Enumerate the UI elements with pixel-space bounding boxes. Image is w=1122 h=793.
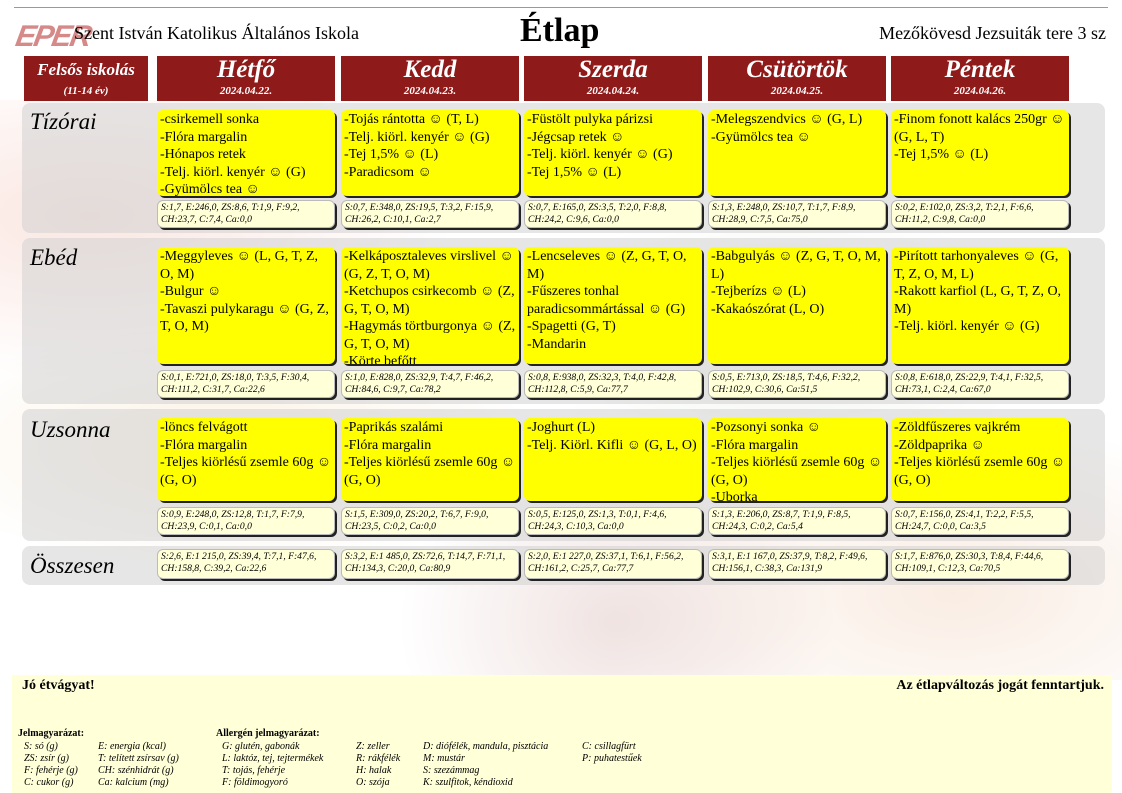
page-title: Étlap — [520, 12, 600, 49]
legend-entry: P: puhatestűek — [582, 753, 642, 764]
menu-uzsonna: -Pozsonyi sonka ☺ -Flóra margalin -Telje… — [708, 418, 886, 501]
menu-tizorai: -Melegszendvics ☺ (G, L) -Gyümölcs tea ☺ — [708, 110, 886, 196]
legend-entry: K: szulfitok, kéndioxid — [423, 777, 513, 788]
menu-uzsonna: -Joghurt (L) -Telj. Kiörl. Kifli ☺ (G, L… — [524, 418, 702, 501]
change-notice: Az étlapváltozás jogát fenntartjuk. — [896, 678, 1104, 693]
menu-ebed: -Pirított tarhonyaleves ☺ (G, T, Z, O, M… — [891, 247, 1069, 364]
legend-entry: D: diófélék, mandula, pisztácia — [423, 741, 549, 752]
legend-entry: S: szezámmag — [423, 765, 480, 776]
nutrition-tizorai: S:1,3, E:248,0, ZS:10,7, T:1,7, F:8,9, C… — [708, 200, 886, 228]
legend-entry: E: energia (kcal) — [98, 741, 166, 752]
nutrition-tizorai: S:0,2, E:102,0, ZS:3,2, T:2,1, F:6,6, CH… — [891, 200, 1069, 228]
day-header: Szerda 2024.04.24. — [524, 56, 702, 101]
nutrition-uzsonna: S:0,5, E:125,0, ZS:1,3, T:0,1, F:4,6, CH… — [524, 507, 702, 535]
row-label-osszesen: Összesen — [30, 553, 115, 578]
group-age: (11-14 év) — [63, 85, 109, 97]
legend-entry: T: telített zsírsav (g) — [98, 753, 179, 764]
nutrition-tizorai: S:0,7, E:165,0, ZS:3,5, T:2,0, F:8,8, CH… — [524, 200, 702, 228]
day-name: Csütörtök — [746, 56, 848, 83]
nutrition-ebed: S:0,5, E:713,0, ZS:18,5, T:4,6, F:32,2, … — [708, 370, 886, 398]
menu-tizorai: -csirkemell sonka -Flóra margalin -Hónap… — [157, 110, 335, 196]
legend-entry: L: laktóz, tej, tejtermékek — [222, 753, 324, 764]
nutrition-ebed: S:0,1, E:721,0, ZS:18,0, T:3,5, F:30,4, … — [157, 370, 335, 398]
day-name: Hétfő — [216, 56, 276, 83]
nutrition-total: S:3,2, E:1 485,0, ZS:72,6, T:14,7, F:71,… — [341, 549, 519, 579]
legend-entry: R: rákfélék — [356, 753, 401, 764]
day-header: Kedd 2024.04.23. — [341, 56, 519, 101]
day-date: 2024.04.26. — [953, 85, 1007, 97]
school-address: Mezőkövesd Jezsuiták tere 3 sz — [879, 23, 1106, 43]
day-date: 2024.04.24. — [586, 85, 640, 97]
row-label-tizorai: Tízórai — [30, 109, 97, 134]
legend-entry: S: só (g) — [24, 741, 58, 752]
menu-ebed: -Meggyleves ☺ (L, G, T, Z, O, M) -Bulgur… — [157, 247, 335, 364]
legend-entry: Z: zeller — [356, 741, 390, 752]
day-date: 2024.04.22. — [219, 85, 273, 97]
legend-entry: F: földimogyoró — [222, 777, 288, 788]
allergen-legend-title: Allergén jelmagyarázat: — [216, 728, 320, 739]
menu-ebed: -Lencseleves ☺ (Z, G, T, O, M) -Fűszeres… — [524, 247, 702, 364]
school-name: Szent István Katolikus Általános Iskola — [74, 23, 359, 43]
menu-tizorai: -Füstölt pulyka párizsi -Jégcsap retek ☺… — [524, 110, 702, 196]
group-header: Felsős iskolás (11-14 év) — [24, 56, 148, 101]
legend-entry: ZS: zsír (g) — [24, 753, 70, 764]
nutrition-tizorai: S:0,7, E:348,0, ZS:19,5, T:3,2, F:15,9, … — [341, 200, 519, 228]
menu-tizorai: -Finom fonott kalács 250gr ☺ (G, L, T) -… — [891, 110, 1069, 196]
legend-title: Jelmagyarázat: — [18, 728, 85, 739]
legend-entry: C: csillagfürt — [582, 741, 636, 752]
day-date: 2024.04.23. — [403, 85, 457, 97]
legend-entry: CH: szénhidrát (g) — [98, 765, 174, 776]
day-header: Csütörtök 2024.04.25. — [708, 56, 886, 101]
row-label-uzsonna: Uzsonna — [30, 417, 111, 442]
top-rule — [14, 7, 1108, 8]
nutrition-total: S:1,7, E:876,0, ZS:30,3, T:8,4, F:44,6, … — [891, 549, 1069, 579]
row-label-ebed: Ebéd — [30, 245, 78, 270]
menu-uzsonna: -Paprikás szalámi -Flóra margalin -Telje… — [341, 418, 519, 501]
legend-entry: Ca: kalcium (mg) — [98, 777, 169, 788]
day-header: Péntek 2024.04.26. — [891, 56, 1069, 101]
nutrition-uzsonna: S:0,9, E:248,0, ZS:12,8, T:1,7, F:7,9, C… — [157, 507, 335, 535]
legend-entry: H: halak — [356, 765, 392, 776]
menu-ebed: -Babgulyás ☺ (Z, G, T, O, M, L) -Tejberí… — [708, 247, 886, 364]
day-date: 2024.04.25. — [770, 85, 824, 97]
nutrition-tizorai: S:1,7, E:246,0, ZS:8,6, T:1,9, F:9,2, CH… — [157, 200, 335, 228]
group-label: Felsős iskolás — [37, 60, 135, 79]
good-appetite: Jó étvágyat! — [22, 678, 95, 693]
nutrition-total: S:3,1, E:1 167,0, ZS:37,9, T:8,2, F:49,6… — [708, 549, 886, 579]
legend-entry: T: tojás, fehérje — [222, 765, 286, 776]
legend-entry: M: mustár — [423, 753, 465, 764]
menu-uzsonna: -löncs felvágott -Flóra margalin -Teljes… — [157, 418, 335, 501]
nutrition-total: S:2,0, E:1 227,0, ZS:37,1, T:6,1, F:56,2… — [524, 549, 702, 579]
menu-tizorai: -Tojás rántotta ☺ (T, L) -Telj. kiörl. k… — [341, 110, 519, 196]
legend-entry: G: glutén, gabonák — [222, 741, 300, 752]
day-name: Kedd — [403, 56, 457, 83]
nutrition-uzsonna: S:1,3, E:206,0, ZS:8,7, T:1,9, F:8,5, CH… — [708, 507, 886, 535]
footer-panel — [12, 675, 1112, 793]
legend-entry: F: fehérje (g) — [24, 765, 78, 776]
nutrition-uzsonna: S:0,7, E:156,0, ZS:4,1, T:2,2, F:5,5, CH… — [891, 507, 1069, 535]
legend-entry: C: cukor (g) — [24, 777, 74, 788]
nutrition-ebed: S:0,8, E:938,0, ZS:32,3, T:4,0, F:42,8, … — [524, 370, 702, 398]
nutrition-ebed: S:1,0, E:828,0, ZS:32,9, T:4,7, F:46,2, … — [341, 370, 519, 398]
nutrition-ebed: S:0,8, E:618,0, ZS:22,9, T:4,1, F:32,5, … — [891, 370, 1069, 398]
nutrition-total: S:2,6, E:1 215,0, ZS:39,4, T:7,1, F:47,6… — [157, 549, 335, 579]
day-header: Hétfő 2024.04.22. — [157, 56, 335, 101]
legend-entry: O: szója — [356, 777, 390, 788]
nutrition-uzsonna: S:1,5, E:309,0, ZS:20,2, T:6,7, F:9,0, C… — [341, 507, 519, 535]
day-name: Szerda — [578, 56, 648, 83]
menu-ebed: -Kelkáposztaleves virslivel ☺ (G, Z, T, … — [341, 247, 519, 364]
menu-uzsonna: -Zöldfűszeres vajkrém -Zöldpaprika ☺ -Te… — [891, 418, 1069, 501]
day-name: Péntek — [944, 56, 1016, 83]
